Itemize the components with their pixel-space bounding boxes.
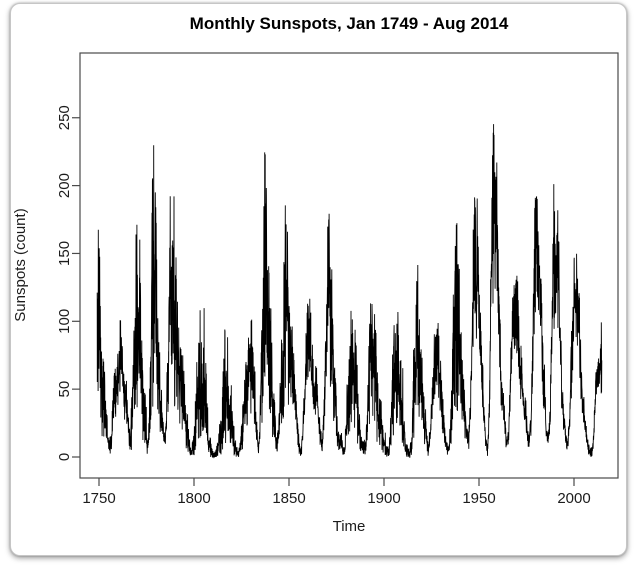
- plot-box: [79, 52, 619, 479]
- y-tick-label: 0: [56, 453, 73, 461]
- x-tick-label: 2000: [557, 490, 590, 507]
- x-tick-label: 1950: [462, 490, 495, 507]
- x-axis-title: Time: [333, 518, 366, 535]
- y-axis-ticks: 0 50 100 150 200 250: [56, 105, 80, 461]
- chart-title: Monthly Sunspots, Jan 1749 - Aug 2014: [190, 14, 509, 33]
- x-tick-label: 1900: [367, 490, 400, 507]
- y-tick-label: 100: [56, 309, 73, 334]
- series-path: [96, 124, 603, 459]
- y-tick-label: 200: [56, 173, 73, 198]
- y-tick-label: 150: [56, 241, 73, 266]
- plot-window-card: [10, 3, 627, 556]
- sunspots-series-line: [96, 124, 603, 459]
- y-axis-title: Sunspots (count): [12, 208, 29, 321]
- y-tick-label: 50: [56, 381, 73, 398]
- y-tick-label: 250: [56, 105, 73, 130]
- x-tick-label: 1800: [177, 490, 210, 507]
- x-tick-label: 1850: [272, 490, 305, 507]
- x-tick-label: 1750: [82, 490, 115, 507]
- x-axis-ticks: 1750 1800 1850 1900 1950 2000: [82, 478, 591, 507]
